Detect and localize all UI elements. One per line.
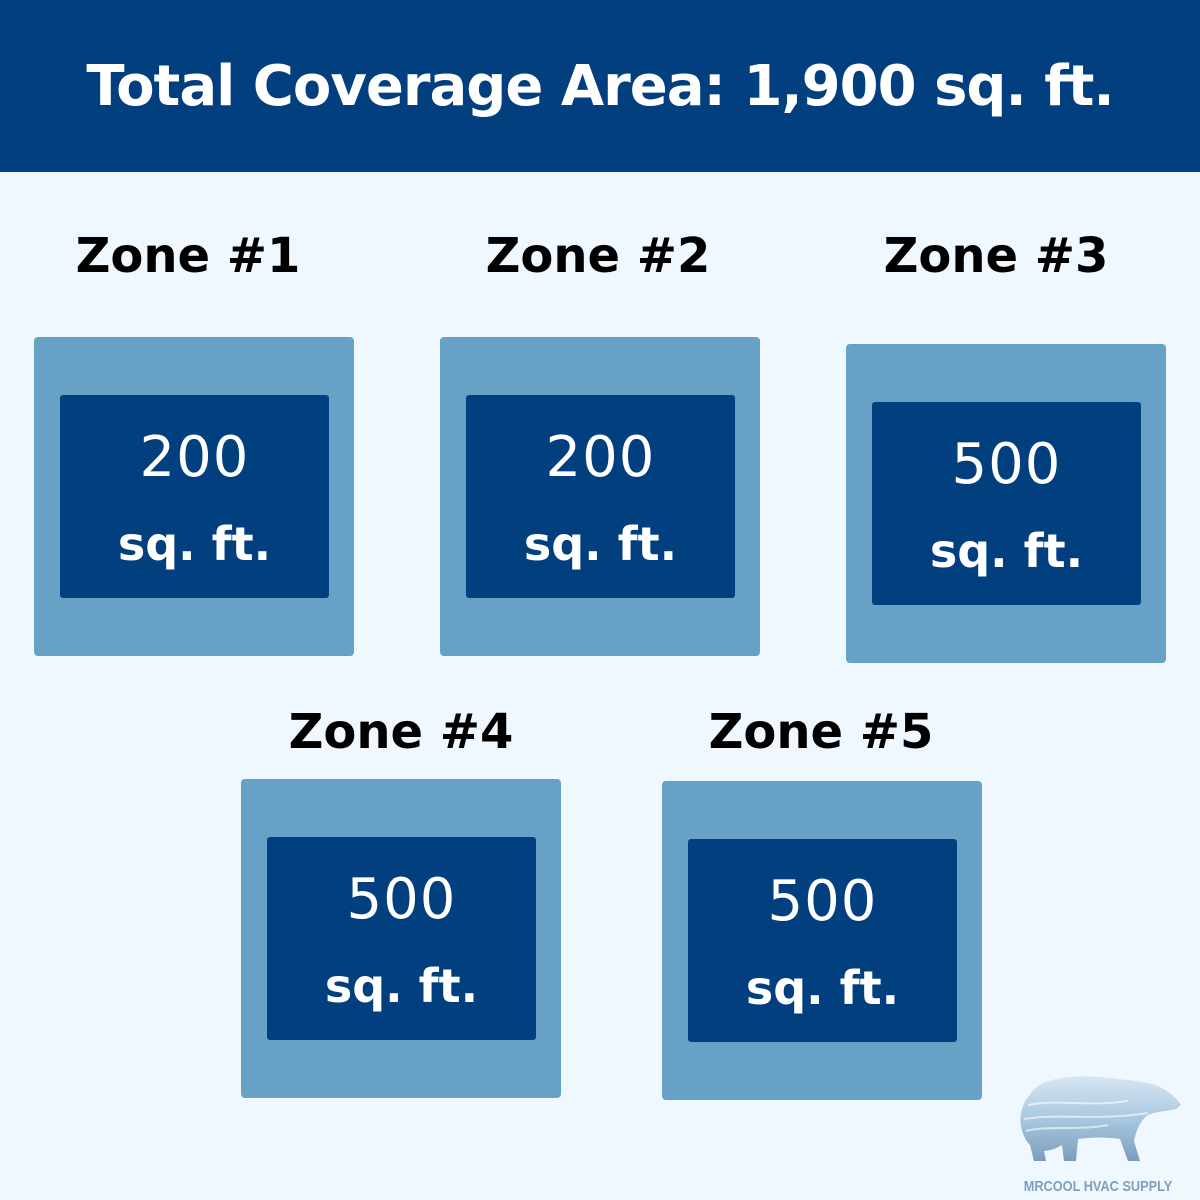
zone-3-label: Zone #3	[883, 228, 1109, 284]
zone-3-area: 500	[951, 432, 1062, 497]
zone-2-box: 200 sq. ft.	[440, 337, 760, 656]
zone-4-area-panel: 500 sq. ft.	[267, 837, 536, 1040]
zone-2-area: 200	[545, 425, 656, 490]
zone-4-unit: sq. ft.	[324, 959, 479, 1013]
zone-5-area-panel: 500 sq. ft.	[688, 839, 957, 1042]
brand-logo: MRCOOL HVAC SUPPLY	[1008, 1065, 1188, 1195]
zone-5-unit: sq. ft.	[745, 961, 900, 1015]
zone-3-area-panel: 500 sq. ft.	[872, 402, 1141, 605]
page-title: Total Coverage Area: 1,900 sq. ft.	[86, 53, 1114, 119]
zone-1-area: 200	[139, 425, 250, 490]
zone-3-box: 500 sq. ft.	[846, 344, 1166, 663]
zone-2-unit: sq. ft.	[523, 517, 678, 571]
zone-5-area: 500	[767, 869, 878, 934]
zone-4-area: 500	[346, 867, 457, 932]
zone-3-unit: sq. ft.	[929, 524, 1084, 578]
zone-4-label: Zone #4	[288, 704, 514, 760]
polar-bear-icon	[1020, 1076, 1181, 1161]
zone-1-label: Zone #1	[75, 228, 301, 284]
zone-5-box: 500 sq. ft.	[662, 781, 982, 1100]
zone-1-unit: sq. ft.	[117, 517, 272, 571]
header-banner: Total Coverage Area: 1,900 sq. ft.	[0, 0, 1200, 172]
zone-2-area-panel: 200 sq. ft.	[466, 395, 735, 598]
zone-2-label: Zone #2	[485, 228, 711, 284]
zone-5-label: Zone #5	[708, 704, 934, 760]
zone-1-box: 200 sq. ft.	[34, 337, 354, 656]
zone-4-box: 500 sq. ft.	[241, 779, 561, 1098]
zone-1-area-panel: 200 sq. ft.	[60, 395, 329, 598]
logo-text: MRCOOL HVAC SUPPLY	[1023, 1178, 1173, 1195]
